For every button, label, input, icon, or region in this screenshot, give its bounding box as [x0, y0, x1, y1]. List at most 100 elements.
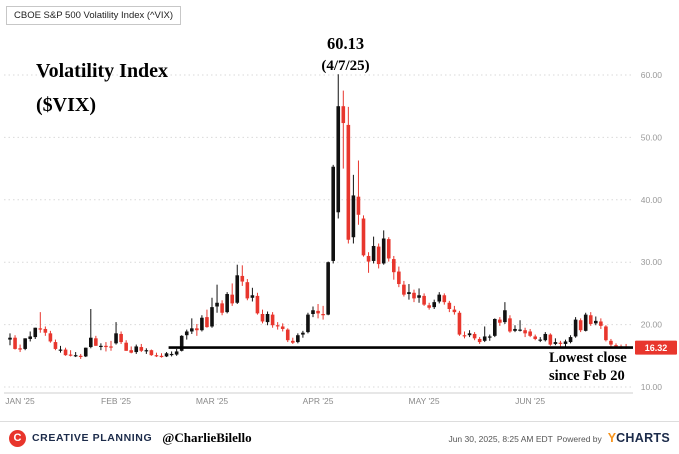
ycharts-logo: Y CHARTS: [608, 431, 670, 445]
candle-body: [179, 335, 184, 351]
ycharts-logo-rest: CHARTS: [616, 431, 670, 445]
candle-body: [195, 328, 199, 331]
candle-body: [578, 320, 583, 331]
candle-body: [321, 313, 325, 316]
candle-body: [402, 284, 406, 295]
candle-body: [215, 302, 219, 307]
handwritten-title: Volatility Index ($VIX): [36, 54, 168, 122]
candle-body: [568, 337, 573, 343]
candle-body: [13, 337, 17, 349]
candle-body: [270, 314, 275, 326]
candle-body: [129, 350, 133, 353]
candle-body: [255, 295, 260, 314]
candle-body: [306, 314, 310, 333]
candle-body: [538, 339, 543, 341]
candle-body: [58, 349, 63, 351]
candle-body: [356, 196, 361, 215]
candle-body: [94, 338, 98, 346]
candle-body: [291, 340, 295, 343]
candle-body: [503, 310, 507, 323]
candle-body: [543, 333, 548, 341]
candle-body: [200, 317, 204, 331]
candle-body: [260, 313, 265, 322]
candle-body: [99, 345, 103, 348]
candle-body: [331, 166, 335, 261]
candle-body: [588, 315, 593, 324]
x-tick-label: FEB '25: [101, 396, 131, 406]
candle-body: [78, 355, 83, 357]
candle-body: [523, 330, 527, 334]
author-handle: @CharlieBilello: [162, 430, 252, 445]
candle-body: [18, 348, 22, 350]
handwritten-title-line2: ($VIX): [36, 94, 96, 116]
candle-body: [63, 349, 68, 356]
candle-body: [8, 337, 12, 340]
candle-body: [159, 355, 164, 358]
candle-body: [311, 310, 315, 314]
candle-body: [210, 307, 214, 327]
candle-body: [23, 338, 27, 349]
candle-body: [89, 337, 93, 348]
candle-body: [381, 238, 386, 264]
candle-body: [265, 313, 270, 323]
x-tick-label: MAR '25: [196, 396, 229, 406]
candle-body: [205, 317, 209, 328]
candle-body: [154, 355, 159, 357]
y-tick-label: 10.00: [641, 382, 663, 392]
x-tick-label: JUN '25: [515, 396, 545, 406]
y-tick-label: 50.00: [641, 132, 663, 142]
candle-body: [341, 106, 346, 124]
candle-body: [417, 295, 421, 298]
candle-body: [392, 259, 396, 273]
candle-body: [245, 282, 250, 299]
x-tick-label: APR '25: [303, 396, 334, 406]
ycharts-logo-y: Y: [607, 431, 617, 445]
attribution-footer: C CREATIVE PLANNING @CharlieBilello Jun …: [0, 421, 679, 454]
candle-body: [361, 218, 366, 256]
candle-body: [346, 124, 351, 240]
last-price-tag: [635, 340, 677, 355]
vix-candlestick-chart: 60.00 50.00 40.00 30.00 20.00 10.00 JAN '25 FEB…: [4, 70, 677, 406]
last-price-tag-value: 16.32: [645, 343, 668, 353]
candle-body: [53, 342, 58, 349]
peak-annotation: 60.13 (4/7/25): [268, 32, 423, 78]
candle-body: [38, 328, 43, 330]
peak-annotation-value: 60.13: [326, 34, 365, 53]
peak-annotation-date: (4/7/25): [321, 58, 370, 74]
candle-body: [33, 327, 38, 338]
candle-body: [119, 333, 123, 343]
candle-body: [422, 295, 426, 305]
candle-body: [412, 292, 416, 299]
candle-body: [230, 294, 234, 304]
chart-meta: Jun 30, 2025, 8:25 AM EDT Powered by Y C…: [448, 431, 670, 445]
creative-planning-logo-icon: C: [9, 429, 26, 447]
candle-body: [432, 302, 436, 308]
candle-body: [220, 303, 224, 313]
candle-body: [280, 326, 285, 329]
candle-body: [442, 295, 447, 303]
candle-body: [250, 295, 255, 298]
lowest-close-annotation: Lowest close since Feb 20: [549, 349, 627, 385]
candle-body: [28, 336, 32, 339]
candle-body: [386, 239, 391, 259]
instrument-label: CBOE S&P 500 Volatility Index (^VIX): [14, 10, 173, 21]
candle-body: [548, 334, 553, 345]
candle-body: [467, 333, 472, 336]
candle-body: [397, 271, 401, 285]
candle-body: [169, 353, 174, 356]
candle-body: [563, 341, 568, 344]
y-tick-label: 60.00: [641, 70, 663, 80]
candle-body: [139, 347, 144, 351]
candle-body: [83, 347, 88, 357]
candle-body: [225, 294, 229, 313]
candle-body: [508, 318, 512, 332]
instrument-label-box: CBOE S&P 500 Volatility Index (^VIX): [6, 6, 181, 25]
candle-body: [190, 328, 194, 332]
candle-body: [457, 312, 462, 335]
powered-by-label: Powered by: [556, 434, 602, 444]
y-tick-label: 30.00: [641, 257, 663, 267]
candle-body: [371, 245, 376, 261]
candle-body: [407, 292, 411, 295]
candle-body: [599, 321, 603, 326]
